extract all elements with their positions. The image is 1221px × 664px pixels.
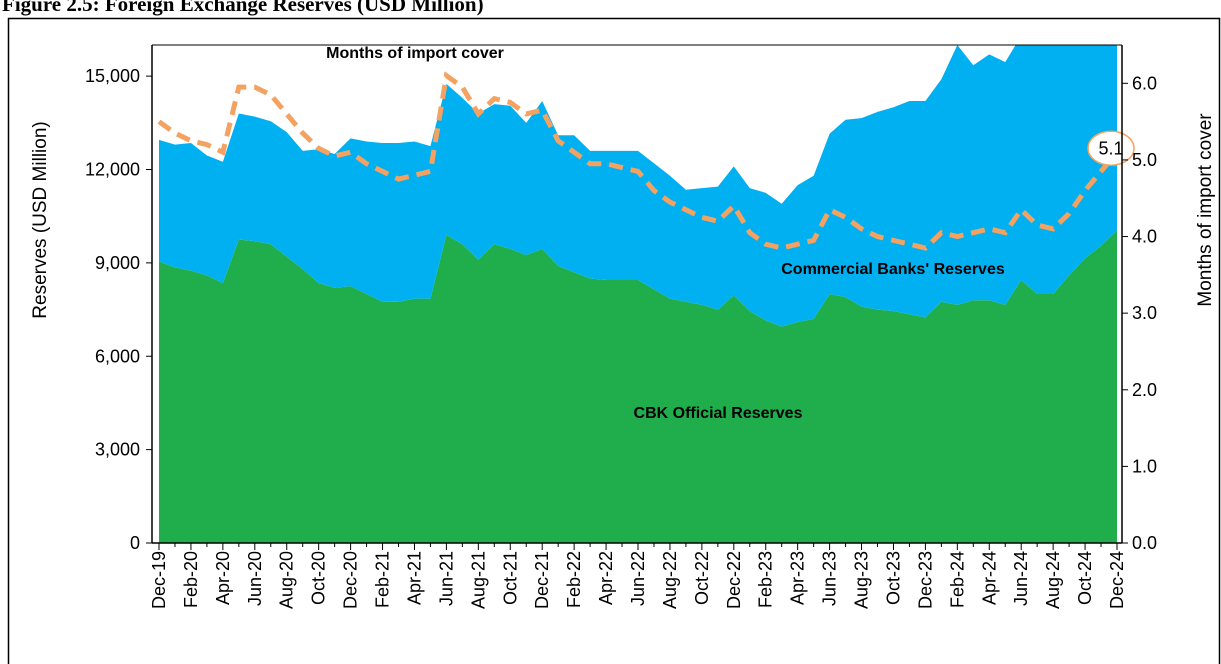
y2-tick-label: 3.0: [1132, 303, 1157, 323]
x-tick-label: Dec-21: [532, 551, 552, 609]
x-tick-label: Oct-22: [692, 551, 712, 605]
x-tick-label: Jun-21: [436, 551, 456, 606]
x-tick-label: Dec-23: [915, 551, 935, 609]
y-axis-title: Reserves (USD Million): [30, 121, 51, 318]
x-tick-label: Oct-20: [309, 551, 329, 605]
area: [159, 230, 1117, 543]
y2-tick-label: 6.0: [1132, 73, 1157, 93]
x-tick-label: Oct-21: [500, 551, 520, 605]
x-tick-label: Apr-23: [788, 551, 808, 605]
y-tick-label: 6,000: [95, 346, 140, 366]
x-tick-label: Dec-22: [724, 551, 744, 609]
x-tick-label: Feb-24: [947, 551, 967, 608]
y-tick-label: 15,000: [85, 66, 140, 86]
y-tick-label: 12,000: [85, 160, 140, 180]
x-tick-label: Feb-21: [373, 551, 393, 608]
y-tick-label: 3,000: [95, 440, 140, 460]
x-tick-label: Dec-20: [341, 551, 361, 609]
x-tick-label: Jun-22: [628, 551, 648, 606]
chart-frame: [7, 17, 1221, 664]
y2-tick-label: 0.0: [1132, 533, 1157, 553]
x-tick-label: Aug-20: [277, 551, 297, 609]
x-tick-label: Apr-24: [979, 551, 999, 605]
y2-tick-label: 4.0: [1132, 227, 1157, 247]
value-label: 5.1: [1098, 138, 1123, 158]
y-tick-label: 0: [130, 533, 140, 553]
x-tick-label: Feb-23: [756, 551, 776, 608]
x-tick-label: Apr-20: [213, 551, 233, 605]
series-label: CBK Official Reserves: [634, 405, 803, 422]
x-tick-label: Feb-22: [564, 551, 584, 608]
x-tick-label: Aug-22: [660, 551, 680, 609]
y2-tick-label: 1.0: [1132, 456, 1157, 476]
x-tick-label: Dec-19: [149, 551, 169, 609]
x-tick-label: Apr-21: [404, 551, 424, 605]
plot-area: [157, 45, 1119, 543]
y2-tick-label: 5.0: [1132, 150, 1157, 170]
x-tick-label: Aug-24: [1043, 551, 1063, 609]
x-tick-label: Apr-22: [596, 551, 616, 605]
line: [157, 71, 1119, 251]
x-tick-label: Oct-23: [883, 551, 903, 605]
area: [159, 45, 1117, 327]
x-tick-label: Aug-23: [852, 551, 872, 609]
series-label: Months of import cover: [326, 45, 504, 62]
x-tick-label: Jun-23: [820, 551, 840, 606]
y2-tick-label: 2.0: [1132, 380, 1157, 400]
chart-title: Figure 2.5: Foreign Exchange Reserves (U…: [2, 0, 484, 16]
x-tick-label: Dec-24: [1107, 551, 1127, 609]
x-tick-label: Feb-20: [181, 551, 201, 608]
x-tick-label: Oct-24: [1075, 551, 1095, 605]
x-tick-label: Jun-20: [245, 551, 265, 606]
series-label: Commercial Banks' Reserves: [781, 261, 1005, 278]
x-tick-label: Aug-21: [468, 551, 488, 609]
y-tick-label: 9,000: [95, 253, 140, 273]
y2-axis-title: Months of import cover: [1195, 113, 1216, 307]
x-tick-label: Jun-24: [1011, 551, 1031, 606]
